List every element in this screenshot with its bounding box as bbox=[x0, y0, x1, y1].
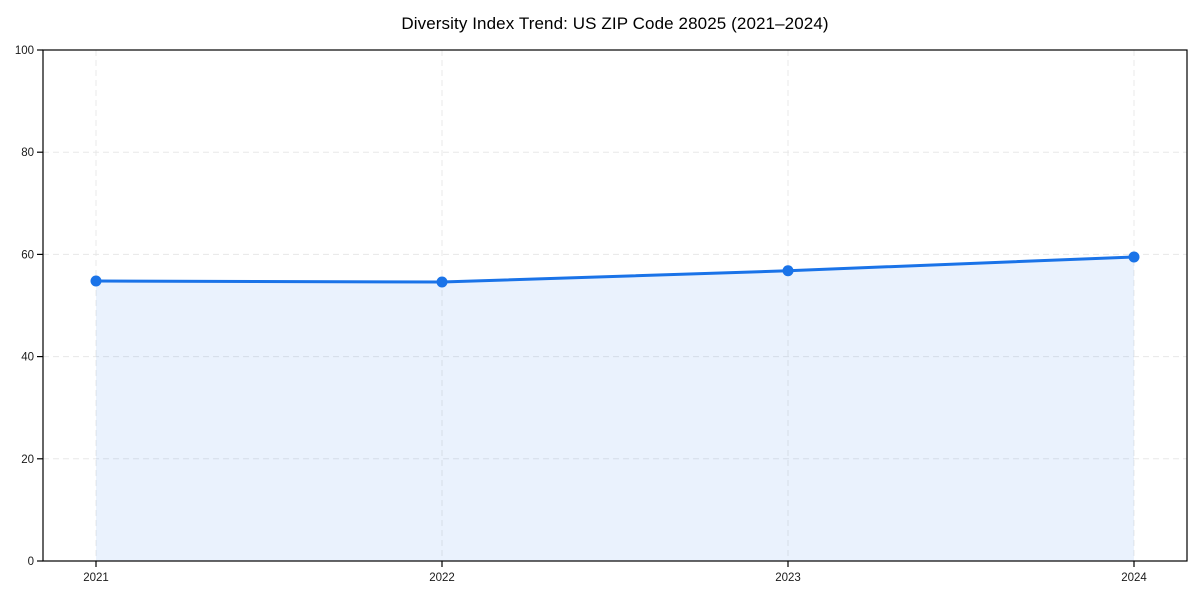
data-point bbox=[436, 276, 448, 288]
data-point bbox=[90, 275, 102, 287]
y-axis-tick-label: 60 bbox=[21, 249, 34, 261]
x-axis-tick-label: 2021 bbox=[83, 572, 109, 584]
data-point bbox=[1128, 251, 1140, 263]
y-axis-tick-label: 20 bbox=[21, 454, 34, 466]
chart-title: Diversity Index Trend: US ZIP Code 28025… bbox=[401, 14, 829, 33]
y-axis-tick-label: 40 bbox=[21, 352, 34, 364]
y-axis-tick-label: 100 bbox=[15, 45, 34, 57]
x-axis-tick-label: 2022 bbox=[429, 572, 455, 584]
data-point bbox=[782, 265, 794, 277]
series-line bbox=[94, 255, 1136, 284]
x-axis-tick-label: 2024 bbox=[1121, 572, 1147, 584]
x-axis-tick-label: 2023 bbox=[775, 572, 801, 584]
plot-border bbox=[42, 49, 1188, 562]
y-axis-tick-label: 0 bbox=[28, 556, 34, 568]
area-fill bbox=[96, 256, 1134, 561]
y-axis-tick-label: 80 bbox=[21, 147, 34, 159]
